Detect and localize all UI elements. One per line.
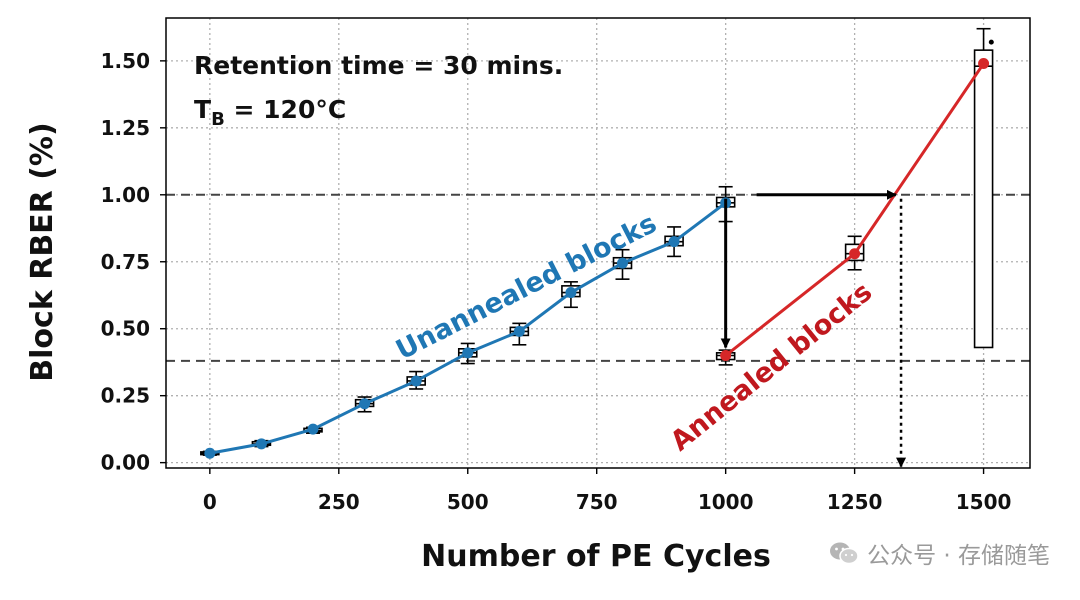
axis-ticks: 0 250 500 750 1000 1250 1500 0.00 0.25 0.50 0.75 1.… — [101, 49, 1012, 514]
data-point — [565, 287, 577, 299]
x-tick-label: 1500 — [956, 490, 1012, 514]
y-tick-label: 1.00 — [101, 183, 150, 207]
data-point — [978, 58, 990, 70]
data-point — [255, 438, 267, 450]
box-plot — [973, 27, 994, 349]
x-tick-label: 250 — [318, 490, 360, 514]
x-tick-label: 1250 — [827, 490, 883, 514]
x-tick-label: 1000 — [698, 490, 754, 514]
series-label-unannealed: Unannealed blocks — [391, 208, 662, 366]
watermark: 公众号 · 存储随笔 — [829, 536, 1050, 570]
x-axis-title: Number of PE Cycles — [421, 539, 771, 574]
y-tick-label: 0.00 — [101, 451, 150, 475]
data-point — [513, 325, 525, 337]
x-tick-label: 750 — [576, 490, 618, 514]
temperature-annotation: TB = 120°C — [194, 95, 346, 130]
y-tick-label: 1.25 — [101, 116, 150, 140]
data-point — [462, 347, 474, 359]
arrows — [720, 189, 907, 468]
y-tick-label: 1.50 — [101, 49, 150, 73]
y-tick-label: 0.50 — [101, 317, 150, 341]
wechat-icon — [830, 542, 859, 565]
data-point — [849, 248, 861, 260]
y-tick-label: 0.75 — [101, 250, 150, 274]
retention-annotation: Retention time = 30 mins. — [194, 51, 563, 80]
x-tick-label: 500 — [447, 490, 489, 514]
series-label-annealed: Annealed blocks — [665, 276, 878, 457]
watermark-text: 公众号 · 存储随笔 — [867, 543, 1050, 569]
data-point — [668, 236, 680, 248]
data-point — [720, 350, 732, 361]
data-point — [359, 398, 371, 410]
data-point — [307, 423, 319, 435]
plot-frame — [165, 17, 1031, 469]
outlier-point — [988, 39, 994, 45]
y-tick-label: 0.25 — [101, 384, 150, 408]
data-point — [204, 447, 216, 459]
data-point — [410, 375, 422, 387]
box-body — [973, 49, 994, 349]
data-point — [617, 257, 629, 269]
series-lines — [204, 58, 990, 459]
x-tick-label: 0 — [203, 490, 217, 514]
y-axis-title: Block RBER (%) — [25, 122, 60, 381]
